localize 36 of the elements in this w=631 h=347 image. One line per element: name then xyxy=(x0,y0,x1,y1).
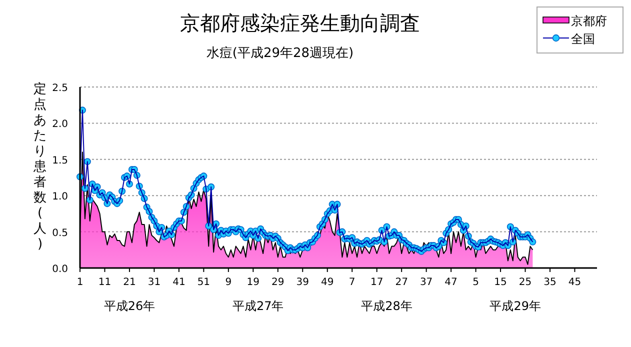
x-tick-label: 7 xyxy=(348,277,356,288)
x-tick-label: 11 xyxy=(98,277,112,288)
chart-title: 京都府感染症発生動向調査 xyxy=(180,11,420,35)
y-tick-label: 1.0 xyxy=(52,192,68,203)
text: 平成29年 xyxy=(490,299,542,313)
x-tick-label: 29 xyxy=(272,277,284,288)
text: 平成26年 xyxy=(104,299,156,313)
x-tick-label: 49 xyxy=(321,277,334,288)
legend-label: 京都府 xyxy=(571,14,607,28)
x-tick-label: 51 xyxy=(197,277,210,288)
x-tick-label: 19 xyxy=(246,277,260,288)
y-tick-label: 1.5 xyxy=(52,155,68,166)
x-tick-label: 31 xyxy=(148,277,161,288)
legend-label: 全国 xyxy=(571,32,595,46)
y-tick-label: 2.5 xyxy=(52,83,68,94)
y-tick-label: 0.5 xyxy=(52,228,68,239)
x-tick-label: 1 xyxy=(76,277,84,288)
chart-subtitle: 水痘(平成29年28週現在) xyxy=(206,46,354,61)
x-tick-label: 27 xyxy=(395,277,408,288)
x-tick-label: 5 xyxy=(472,277,479,288)
x-tick-label: 35 xyxy=(544,277,556,288)
x-tick-label: 37 xyxy=(420,277,433,288)
x-tick-label: 25 xyxy=(518,277,532,288)
x-tick-label: 41 xyxy=(172,277,186,288)
x-tick-label: 21 xyxy=(123,277,136,288)
text: 平成28年 xyxy=(361,299,412,313)
x-tick-label: 15 xyxy=(494,277,507,288)
x-tick-label: 39 xyxy=(296,277,309,288)
y-tick-label: 2.0 xyxy=(52,119,68,130)
x-tick-label: 17 xyxy=(370,277,384,288)
text: 定点あたり患者数(人) xyxy=(34,82,46,252)
text: 平成27年 xyxy=(232,299,284,313)
x-tick-label: 47 xyxy=(444,277,458,288)
x-tick-label: 9 xyxy=(225,277,232,288)
x-tick-label: 45 xyxy=(568,277,582,288)
y-tick-label: 0.0 xyxy=(52,264,68,275)
